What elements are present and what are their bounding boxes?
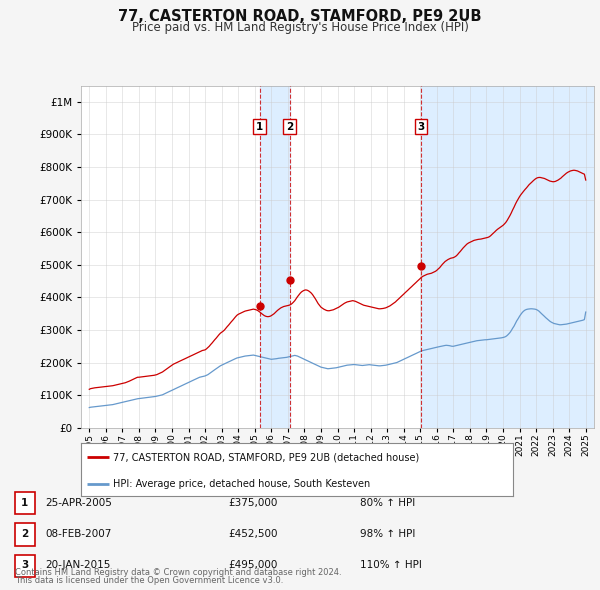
- Text: HPI: Average price, detached house, South Kesteven: HPI: Average price, detached house, Sout…: [113, 479, 371, 489]
- Text: 98% ↑ HPI: 98% ↑ HPI: [360, 529, 415, 539]
- Text: 3: 3: [21, 560, 29, 570]
- Text: 08-FEB-2007: 08-FEB-2007: [45, 529, 112, 539]
- Text: 1: 1: [256, 122, 263, 132]
- Text: £375,000: £375,000: [228, 498, 277, 507]
- Text: 2: 2: [21, 529, 29, 539]
- Text: 3: 3: [418, 122, 425, 132]
- Text: 25-APR-2005: 25-APR-2005: [45, 498, 112, 507]
- Text: £495,000: £495,000: [228, 560, 277, 570]
- Text: This data is licensed under the Open Government Licence v3.0.: This data is licensed under the Open Gov…: [15, 576, 283, 585]
- Text: 1: 1: [21, 498, 29, 507]
- Text: Contains HM Land Registry data © Crown copyright and database right 2024.: Contains HM Land Registry data © Crown c…: [15, 568, 341, 577]
- Text: Price paid vs. HM Land Registry's House Price Index (HPI): Price paid vs. HM Land Registry's House …: [131, 21, 469, 34]
- Text: 110% ↑ HPI: 110% ↑ HPI: [360, 560, 422, 570]
- Bar: [421, 86, 594, 428]
- Text: 77, CASTERTON ROAD, STAMFORD, PE9 2UB (detached house): 77, CASTERTON ROAD, STAMFORD, PE9 2UB (d…: [113, 453, 419, 463]
- Bar: [260, 86, 290, 428]
- Text: 2: 2: [286, 122, 293, 132]
- Text: 77, CASTERTON ROAD, STAMFORD, PE9 2UB: 77, CASTERTON ROAD, STAMFORD, PE9 2UB: [118, 9, 482, 24]
- Text: £452,500: £452,500: [228, 529, 277, 539]
- Text: 80% ↑ HPI: 80% ↑ HPI: [360, 498, 415, 507]
- Text: 20-JAN-2015: 20-JAN-2015: [45, 560, 110, 570]
